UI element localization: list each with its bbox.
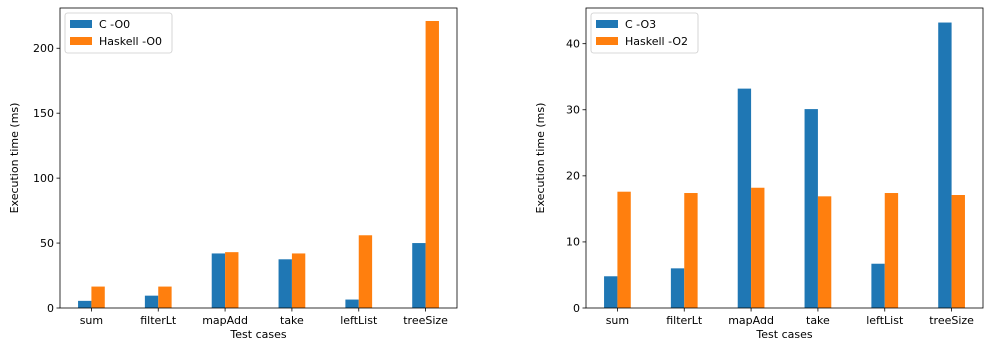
y-axis-label: Execution time (ms) (8, 103, 21, 214)
y-tick-label: 50 (40, 237, 54, 250)
x-tick-label-treeSize: treeSize (929, 314, 974, 327)
y-tick-label: 100 (33, 172, 54, 185)
legend-swatch-1 (596, 20, 618, 28)
x-axis-label: Test cases (755, 328, 812, 341)
bar-leftList-series-2 (884, 193, 899, 308)
legend-swatch-2 (70, 37, 92, 45)
y-tick-label: 20 (566, 170, 580, 183)
bar-take-series-1 (278, 259, 292, 308)
y-tick-label: 0 (47, 302, 54, 315)
bar-treeSize-series-1 (938, 22, 952, 308)
x-tick-label-sum: sum (80, 314, 103, 327)
x-tick-label-leftList: leftList (340, 314, 378, 327)
plot-frame (585, 7, 984, 309)
x-tick-label-leftList: leftList (866, 314, 904, 327)
bar-leftList-series-2 (358, 235, 373, 308)
legend-label-2: Haskell -O0 (99, 35, 162, 48)
bar-mapAdd-series-1 (211, 253, 226, 308)
bar-filterLt-series-1 (144, 295, 159, 308)
y-tick-label: 0 (573, 302, 580, 315)
x-tick-label-filterLt: filterLt (140, 314, 177, 327)
legend: C -O3 Haskell -O2 (590, 12, 699, 54)
bar-filterLt-series-2 (684, 193, 698, 308)
bar-take-series-2 (291, 253, 306, 308)
bar-mapAdd-series-2 (751, 187, 765, 308)
x-tick-label-mapAdd: mapAdd (728, 314, 774, 327)
y-tick-label: 40 (566, 37, 580, 50)
legend-label-2: Haskell -O2 (625, 35, 688, 48)
x-tick-label-sum: sum (606, 314, 629, 327)
bar-sum-series-1 (604, 276, 618, 308)
legend-label-1: C -O3 (625, 18, 656, 31)
x-axis-label: Test cases (229, 328, 286, 341)
bar-sum-series-2 (91, 286, 105, 308)
legend: C -O0 Haskell -O0 (64, 12, 173, 54)
y-tick-label: 150 (33, 107, 54, 120)
bar-treeSize-series-2 (951, 195, 965, 308)
legend-swatch-1 (70, 20, 92, 28)
x-tick-label-filterLt: filterLt (666, 314, 703, 327)
chart-2: 0 10 20 30 40 sum filterLt mapAdd take leftList tr… (534, 7, 984, 341)
x-tick-label-treeSize: treeSize (403, 314, 448, 327)
x-tick-label-mapAdd: mapAdd (202, 314, 248, 327)
bar-sum-series-1 (78, 300, 92, 308)
bar-treeSize-series-2 (425, 20, 439, 309)
bar-take-series-1 (804, 109, 818, 308)
y-axis-label: Execution time (ms) (534, 103, 547, 214)
bar-mapAdd-series-2 (225, 252, 239, 308)
legend-label-1: C -O0 (99, 18, 130, 31)
bar-mapAdd-series-1 (737, 88, 752, 309)
bar-take-series-2 (817, 196, 832, 308)
bar-filterLt-series-1 (670, 268, 685, 308)
legend-swatch-2 (596, 37, 618, 45)
bar-sum-series-2 (617, 191, 631, 308)
bar-filterLt-series-2 (158, 286, 172, 308)
x-tick-label-take: take (806, 314, 830, 327)
y-tick-label: 30 (566, 104, 580, 117)
chart-1: 0 50 100 150 200 sum filterLt mapAdd take leftLis… (8, 7, 458, 341)
bar-leftList-series-1 (345, 299, 359, 308)
bar-leftList-series-1 (871, 263, 885, 308)
bar-treeSize-series-1 (412, 243, 426, 308)
y-tick-label: 200 (33, 42, 54, 55)
y-tick-label: 10 (566, 236, 580, 249)
plot-frame (59, 7, 458, 309)
x-tick-label-take: take (280, 314, 304, 327)
